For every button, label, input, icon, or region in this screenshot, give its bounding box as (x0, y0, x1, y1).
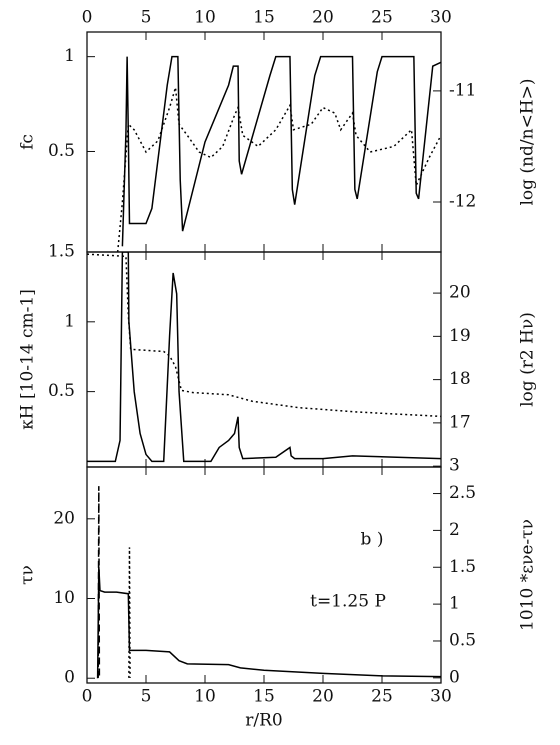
y2-tick-label: 2.5 (449, 483, 476, 503)
series-line (87, 253, 441, 418)
y-axis-label: κH [10-14 cm-1] (18, 289, 38, 430)
y2-tick-label: 1.5 (449, 557, 476, 577)
annotation: b ) (361, 530, 384, 550)
y2-axis-label: log (nd/n<H>) (518, 78, 538, 205)
y-tick-label: 20 (53, 508, 75, 528)
y2-tick-label: -12 (449, 192, 476, 212)
x-tick-label: 20 (312, 687, 334, 707)
x-tick-label: 25 (371, 687, 393, 707)
x-tick-label-top: 25 (371, 8, 393, 28)
y2-tick-label: 0 (449, 667, 460, 687)
y-axis-label: τν (18, 565, 38, 585)
series-line (96, 566, 441, 679)
x-tick-label-top: 30 (430, 8, 452, 28)
y2-tick-label: 2 (449, 520, 460, 540)
x-tick-label: 0 (82, 687, 93, 707)
y-tick-label: 1 (64, 311, 75, 331)
x-axis-label: r/R0 (245, 711, 282, 731)
y-tick-label: 0 (64, 668, 75, 688)
x-tick-label: 10 (194, 687, 216, 707)
series-line (97, 486, 101, 678)
y2-tick-label: 1 (449, 594, 460, 614)
y2-tick-label: 3 (449, 456, 460, 476)
x-tick-label-top: 15 (253, 8, 275, 28)
y-tick-label: 10 (53, 588, 75, 608)
series-line (128, 547, 131, 678)
series-line (121, 55, 441, 247)
y2-tick-label: 0.5 (449, 630, 476, 650)
y-tick-label: 0.5 (48, 381, 75, 401)
x-tick-label-top: 10 (194, 8, 216, 28)
y-tick-label: 1.5 (48, 242, 75, 262)
y2-tick-label: -11 (449, 80, 476, 100)
x-tick-label-top: 5 (141, 8, 152, 28)
x-tick-label-top: 20 (312, 8, 334, 28)
plot-frame (86, 31, 442, 253)
series-line (116, 87, 441, 252)
x-tick-label-top: 0 (82, 8, 93, 28)
y2-axis-label: 1010 *ενe-τν (518, 519, 538, 631)
x-tick-label: 5 (141, 687, 152, 707)
annotation: t=1.25 P (310, 592, 386, 612)
y2-axis-label: log (r2 Hν) (518, 312, 538, 407)
y2-tick-label: 19 (449, 326, 471, 346)
series-line (87, 252, 441, 463)
x-tick-label: 30 (430, 687, 452, 707)
y2-tick-label: 20 (449, 283, 471, 303)
y-tick-label: 0.5 (48, 141, 75, 161)
x-tick-label: 15 (253, 687, 275, 707)
y-axis-label: fc (18, 134, 38, 150)
y-tick-label: 1 (64, 46, 75, 66)
y2-tick-label: 18 (449, 369, 471, 389)
y2-tick-label: 17 (449, 412, 471, 432)
